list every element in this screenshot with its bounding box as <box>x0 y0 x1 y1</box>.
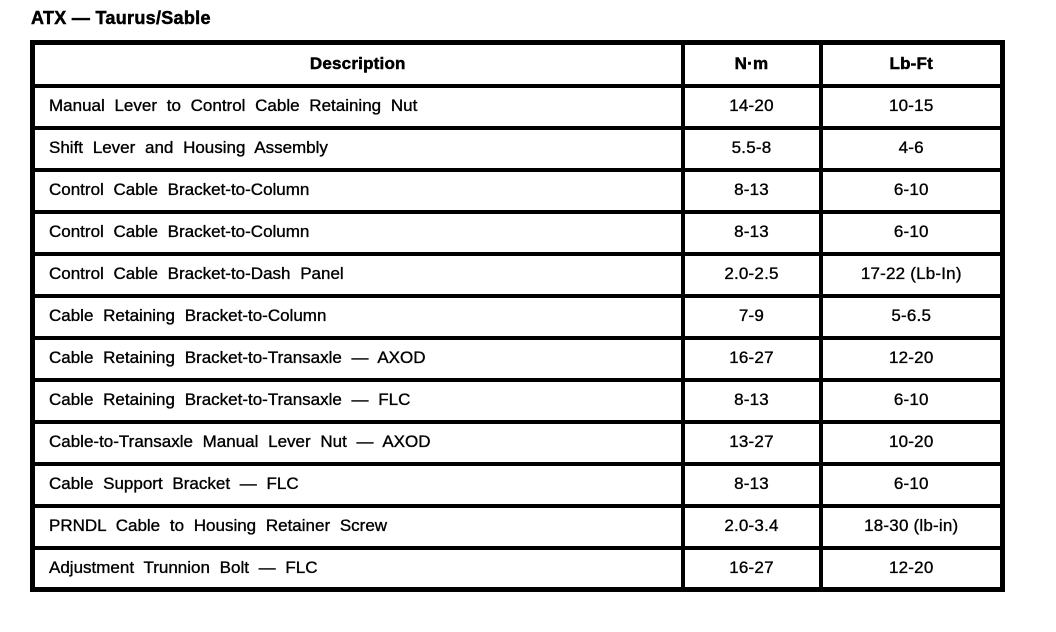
nm-value-cell: 16-27 <box>680 545 823 592</box>
description-cell: Control Cable Bracket-to-Column <box>30 167 685 214</box>
page-title: ATX — Taurus/Sable <box>31 8 211 29</box>
description-cell: Shift Lever and Housing Assembly <box>30 125 685 172</box>
nm-value-cell: 7-9 <box>680 293 823 340</box>
torque-spec-table: Description N·m Lb-Ft Manual Lever to Co… <box>30 40 1005 592</box>
description-cell: Cable Retaining Bracket-to-Transaxle — F… <box>30 377 685 424</box>
table-row: Cable Retaining Bracket-to-Transaxle — A… <box>30 335 1005 382</box>
nm-value-cell: 8-13 <box>680 461 823 508</box>
lbft-value-cell: 6-10 <box>818 209 1005 256</box>
lbft-value-cell: 17-22 (Lb-In) <box>818 251 1005 298</box>
table-row: PRNDL Cable to Housing Retainer Screw 2.… <box>30 503 1005 550</box>
description-cell: Manual Lever to Control Cable Retaining … <box>30 83 685 130</box>
nm-value-cell: 14-20 <box>680 83 823 130</box>
table-row: Cable Retaining Bracket-to-Transaxle — F… <box>30 377 1005 424</box>
description-cell: Cable-to-Transaxle Manual Lever Nut — AX… <box>30 419 685 466</box>
description-cell: Adjustment Trunnion Bolt — FLC <box>30 545 685 592</box>
table-row: Cable-to-Transaxle Manual Lever Nut — AX… <box>30 419 1005 466</box>
nm-value-cell: 8-13 <box>680 209 823 256</box>
nm-value-cell: 8-13 <box>680 377 823 424</box>
lbft-value-cell: 6-10 <box>818 167 1005 214</box>
column-header-description: Description <box>30 40 685 88</box>
table-header-row: Description N·m Lb-Ft <box>30 40 1005 88</box>
lbft-value-cell: 10-15 <box>818 83 1005 130</box>
nm-value-cell: 8-13 <box>680 167 823 214</box>
column-header-lbft: Lb-Ft <box>818 40 1005 88</box>
table-row: Cable Support Bracket — FLC 8-13 6-10 <box>30 461 1005 508</box>
table-row: Control Cable Bracket-to-Dash Panel 2.0-… <box>30 251 1005 298</box>
table-row: Shift Lever and Housing Assembly 5.5-8 4… <box>30 125 1005 172</box>
table-row: Manual Lever to Control Cable Retaining … <box>30 83 1005 130</box>
table-row: Adjustment Trunnion Bolt — FLC 16-27 12-… <box>30 545 1005 592</box>
nm-value-cell: 13-27 <box>680 419 823 466</box>
table-body: Manual Lever to Control Cable Retaining … <box>30 83 1005 592</box>
lbft-value-cell: 18-30 (lb-in) <box>818 503 1005 550</box>
lbft-value-cell: 12-20 <box>818 335 1005 382</box>
table-row: Cable Retaining Bracket-to-Column 7-9 5-… <box>30 293 1005 340</box>
description-cell: PRNDL Cable to Housing Retainer Screw <box>30 503 685 550</box>
description-cell: Cable Retaining Bracket-to-Column <box>30 293 685 340</box>
table-row: Control Cable Bracket-to-Column 8-13 6-1… <box>30 209 1005 256</box>
table-row: Control Cable Bracket-to-Column 8-13 6-1… <box>30 167 1005 214</box>
description-cell: Control Cable Bracket-to-Dash Panel <box>30 251 685 298</box>
nm-value-cell: 2.0-2.5 <box>680 251 823 298</box>
lbft-value-cell: 5-6.5 <box>818 293 1005 340</box>
lbft-value-cell: 6-10 <box>818 377 1005 424</box>
description-cell: Cable Retaining Bracket-to-Transaxle — A… <box>30 335 685 382</box>
nm-value-cell: 5.5-8 <box>680 125 823 172</box>
lbft-value-cell: 10-20 <box>818 419 1005 466</box>
lbft-value-cell: 6-10 <box>818 461 1005 508</box>
nm-value-cell: 16-27 <box>680 335 823 382</box>
lbft-value-cell: 4-6 <box>818 125 1005 172</box>
column-header-nm: N·m <box>680 40 823 88</box>
table-header: Description N·m Lb-Ft <box>30 40 1005 88</box>
description-cell: Cable Support Bracket — FLC <box>30 461 685 508</box>
nm-value-cell: 2.0-3.4 <box>680 503 823 550</box>
lbft-value-cell: 12-20 <box>818 545 1005 592</box>
description-cell: Control Cable Bracket-to-Column <box>30 209 685 256</box>
